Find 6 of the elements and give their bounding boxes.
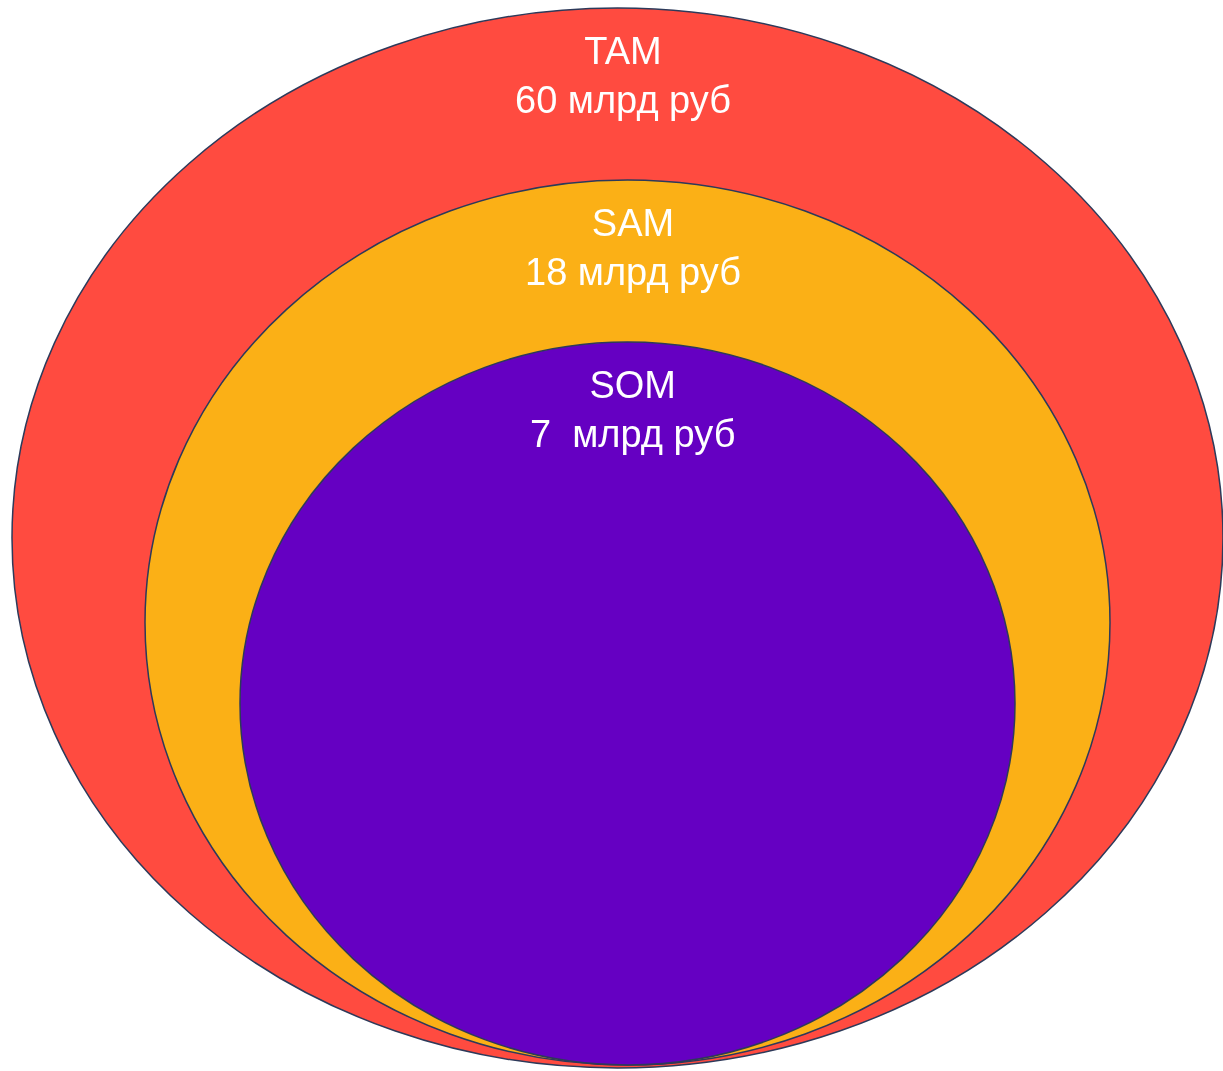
data-label: 18 млрд руб [525,251,742,294]
data-label: 60 млрд руб [515,79,732,122]
data-label: 7 млрд руб [530,413,736,456]
category-label: SOM [589,364,676,406]
category-label: SAM [591,202,675,244]
category-label: TAM [584,30,662,72]
